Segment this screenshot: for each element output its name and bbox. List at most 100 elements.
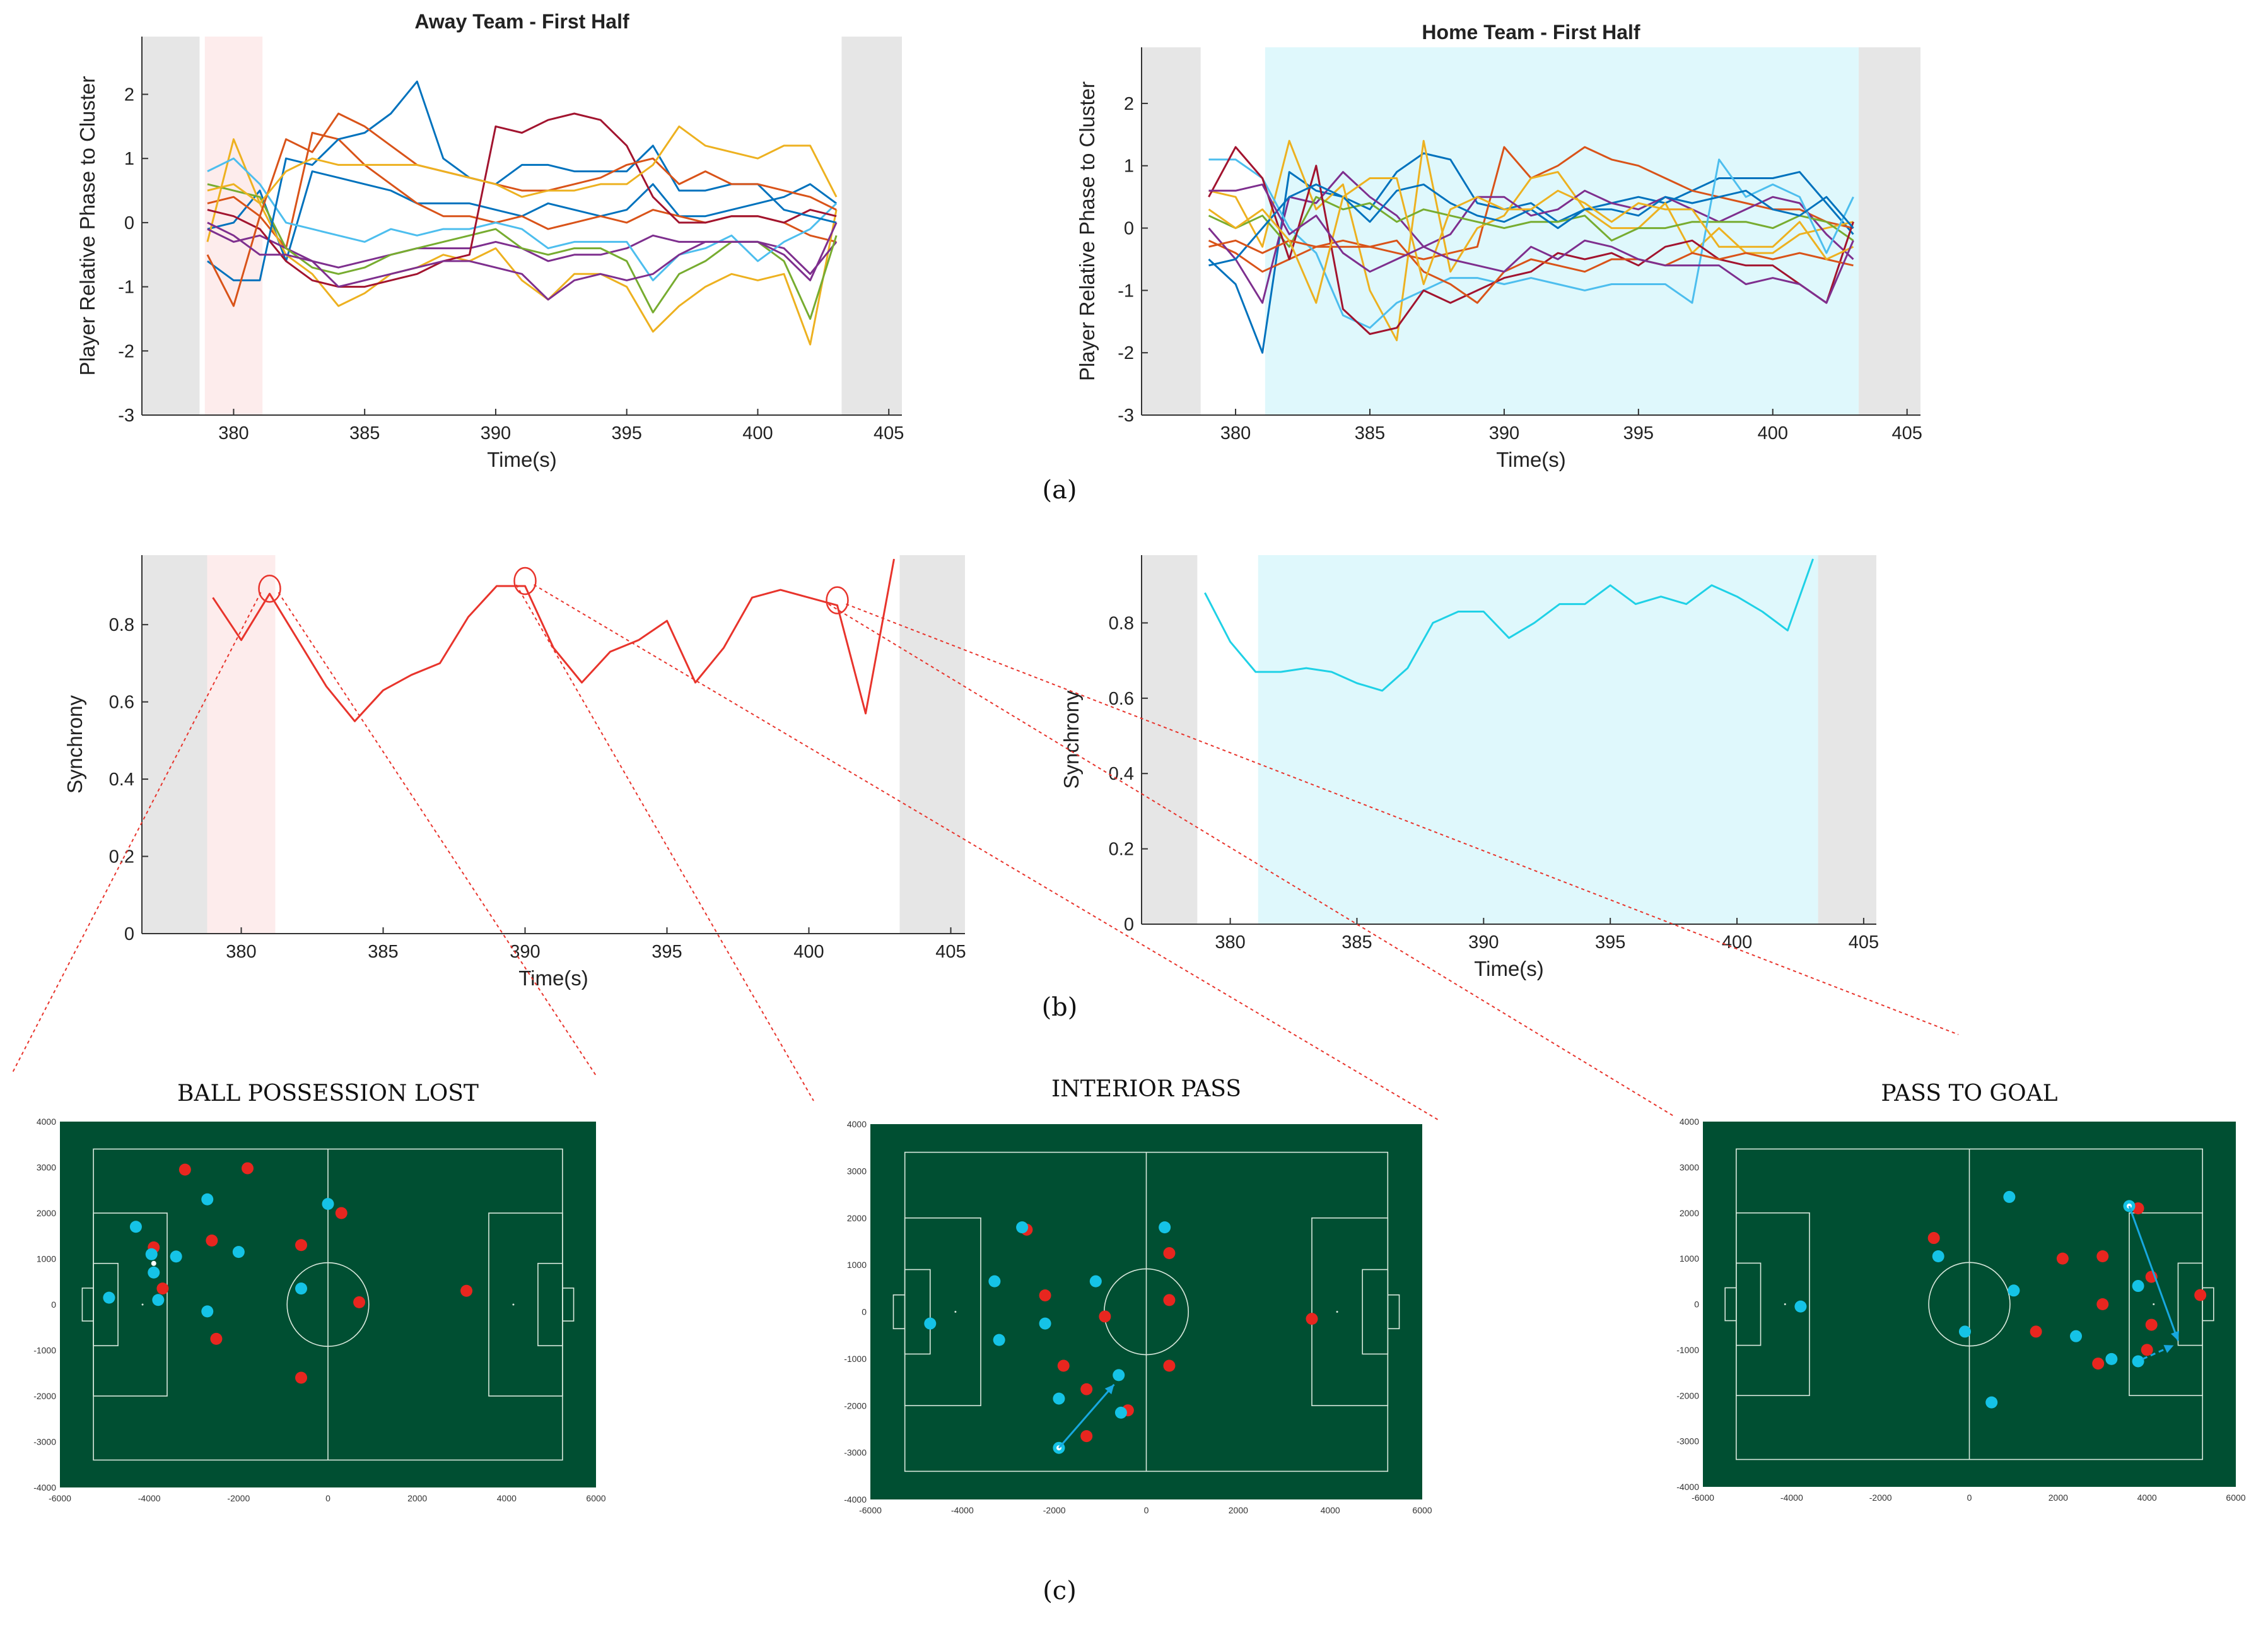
y-tick-label: -3 [1118,406,1134,426]
x-tick-label: 380 [1215,932,1245,953]
pitch-y-tick-label: -1000 [1676,1345,1699,1355]
y-tick-label: 0 [124,924,134,944]
home-player-marker [988,1275,1001,1288]
caption-c: (c) [1043,1576,1077,1605]
away-player-marker [1306,1313,1318,1325]
charts-layer: 380 385 390 395 400 405 -3 -2 -1 0 1 2 Away Team - F… [63,10,1922,990]
pitch-x-tick-label: 6000 [2226,1493,2245,1503]
x-tick-label: 395 [652,942,682,962]
pitch-title: INTERIOR PASS [1051,1076,1241,1102]
y-tick-label: -2 [1118,343,1134,363]
pitch-y-tick-label: 1000 [37,1254,56,1264]
y-tick-label: 0.2 [109,847,134,867]
pitch-x-tick-label: 0 [325,1493,330,1503]
pitch-title: PASS TO GOAL [1881,1081,2057,1106]
y-tick-label: 2 [124,85,134,105]
x-tick-label: 400 [1758,423,1788,443]
x-tick-label: 405 [935,942,966,962]
shaded-region [1859,47,1920,415]
away-player-marker [210,1332,223,1345]
center-circle [286,1262,370,1347]
pass-arrow-head [1104,1384,1114,1395]
goal-right [2202,1287,2214,1322]
goal-right [1387,1294,1400,1330]
pass-arrow-head [2171,1330,2180,1341]
away-player-marker [206,1235,218,1247]
chart-away-sync: 380 385 390 395 400 40500.20.40.60.8Time(s)Sy… [63,555,966,990]
home-player-marker [1958,1325,1971,1338]
x-tick-label: 390 [1468,932,1499,953]
x-tick-label: 390 [1489,423,1519,443]
away-player-marker [1080,1383,1093,1395]
y-tick-label: -1 [1118,281,1134,301]
pitch-x-tick-label: -2000 [1869,1493,1892,1503]
x-tick-label: 395 [612,423,642,443]
x-tick-label: 405 [1849,932,1879,953]
center-circle [1928,1262,2011,1347]
y-tick-label: 0 [1124,219,1134,239]
shaded-region [1265,47,1859,415]
shaded-region [1142,47,1201,415]
pitch-y-tick-label: 0 [862,1307,867,1317]
home-player-marker [201,1305,214,1318]
penalty-spot-left [1784,1303,1786,1305]
pitch-x-tick-label: 6000 [586,1493,605,1503]
home-player-marker [2132,1280,2144,1293]
home-player-marker [232,1246,245,1258]
pitch-y-tick-label: -2000 [844,1400,867,1411]
x-tick-label: 385 [1355,423,1385,443]
pitch-possession-lost: -6000 -4000 -2000 0 2000 4000 6000-4000-3000-2… [33,1081,606,1503]
pitch-x-tick-label: -6000 [1692,1493,1714,1503]
highlight-circle [513,566,537,595]
goal-right [562,1288,575,1322]
chart-title: Home Team - First Half [1422,21,1640,44]
away-player-marker [295,1371,307,1384]
series-line [1208,158,1854,329]
pitch-y-tick-label: -1000 [33,1346,56,1356]
series-line [1204,558,1815,692]
pitch-x-tick-label: 0 [1144,1505,1149,1515]
pass-arrow-line [2128,1206,2179,1341]
home-player-marker [145,1248,158,1260]
series-line [212,558,895,722]
caption-a: (a) [1042,476,1077,505]
pitch-x-tick-label: 6000 [1412,1505,1432,1515]
away-player-marker [2141,1344,2153,1356]
x-tick-label: 400 [793,942,824,962]
x-axis-label: Time(s) [518,966,588,990]
pitch-y-tick-label: 4000 [37,1117,56,1127]
series-line [1208,183,1854,304]
home-player-marker [170,1250,182,1263]
penalty-spot-right [2153,1303,2155,1305]
home-player-marker [1016,1221,1029,1234]
pitch-y-tick-label: 3000 [847,1166,867,1176]
zoom-connector-line [12,592,262,1073]
y-tick-label: 0 [124,213,134,233]
penalty-spot-left [141,1303,144,1306]
away-player-marker [2030,1325,2042,1338]
penalty-spot-right [1336,1311,1338,1313]
pitch-x-tick-label: 0 [1967,1493,1972,1503]
pitch-y-tick-label: -2000 [33,1391,56,1401]
away-player-marker [1057,1359,1070,1372]
y-tick-label: 2 [1124,94,1134,114]
x-tick-label: 385 [1342,932,1372,953]
series-line [1208,196,1854,248]
away-player-marker [2056,1252,2069,1265]
pitch-x-tick-label: -4000 [951,1505,974,1515]
pitch-y-tick-label: 4000 [1680,1117,1699,1127]
away-player-marker [353,1296,366,1308]
home-player-marker [1089,1275,1102,1288]
pitch-title: BALL POSSESSION LOST [177,1081,479,1106]
pitch-x-tick-label: -2000 [1043,1505,1066,1515]
home-player-marker [1932,1250,1944,1263]
y-tick-label: 0 [1124,915,1134,935]
y-tick-label: -3 [118,406,134,426]
pitch-x-tick-label: 2000 [407,1493,427,1503]
pitch-x-tick-label: -4000 [1780,1493,1803,1503]
home-player-marker [2070,1330,2082,1342]
away-player-marker [2194,1289,2207,1301]
chart-home-phase: 380 385 390 395 400 405 -3 -2 -1 0 1 2 Home Team - F… [1075,21,1922,471]
pitch-y-tick-label: -3000 [1676,1436,1699,1446]
goal-left [81,1288,94,1322]
